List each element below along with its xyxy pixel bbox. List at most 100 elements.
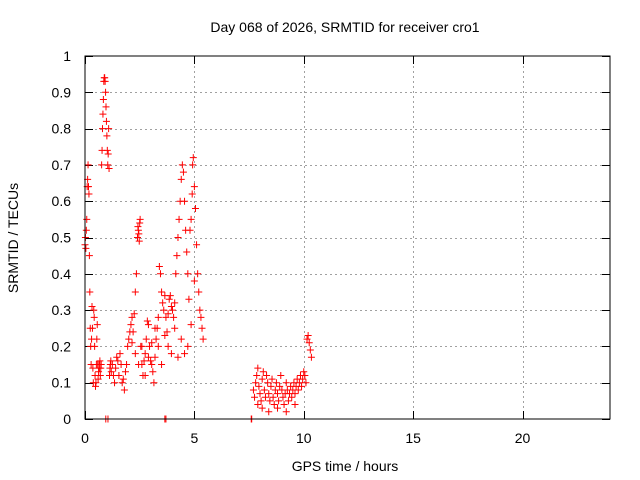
data-point: [113, 353, 121, 361]
chart-title: Day 068 of 2026, SRMTID for receiver cro…: [210, 19, 479, 35]
data-point: [261, 393, 269, 401]
data-point: [173, 252, 181, 260]
data-point: [88, 324, 96, 332]
data-point: [271, 386, 279, 394]
data-point: [136, 215, 144, 223]
data-point: [94, 375, 102, 383]
data-point: [129, 328, 137, 336]
data-point: [163, 328, 171, 336]
data-point: [197, 313, 205, 321]
data-point: [162, 313, 170, 321]
data-point: [255, 382, 263, 390]
data-point: [263, 371, 271, 379]
data-point: [135, 230, 143, 238]
data-point: [147, 357, 155, 365]
data-point: [102, 88, 110, 96]
data-point: [169, 306, 176, 314]
x-tick-label: 15: [405, 430, 421, 446]
data-point: [125, 335, 133, 343]
data-point: [195, 288, 203, 296]
data-point: [112, 364, 120, 372]
data-point: [95, 368, 103, 376]
data-point: [181, 197, 189, 205]
data-point: [151, 353, 159, 361]
data-point: [158, 288, 166, 296]
x-tick-label: 5: [190, 430, 198, 446]
data-point: [274, 404, 281, 412]
data-point: [253, 371, 261, 379]
data-point: [123, 361, 131, 369]
data-point: [118, 379, 126, 387]
data-point: [259, 368, 267, 376]
data-point: [99, 110, 107, 118]
data-point: [166, 292, 174, 300]
data-point: [84, 161, 92, 169]
x-tick-labels: 0 5 10 15 20: [81, 430, 530, 446]
data-point: [102, 103, 110, 111]
data-point: [302, 379, 310, 387]
data-point: [298, 382, 306, 390]
data-point: [154, 342, 162, 350]
data-point: [91, 342, 99, 350]
data-point: [141, 350, 149, 358]
grid-lines: [85, 56, 610, 419]
data-point: [258, 375, 266, 383]
data-point: [306, 346, 314, 354]
data-point: [154, 313, 162, 321]
data-point: [134, 234, 141, 241]
y-tick-label: 0.8: [52, 121, 72, 137]
data-point: [96, 357, 104, 365]
data-point: [277, 371, 285, 379]
data-point: [107, 357, 115, 365]
data-point: [85, 252, 93, 260]
data-point: [131, 288, 139, 296]
data-point: [97, 361, 105, 369]
y-tick-label: 0.3: [52, 302, 72, 318]
data-point: [89, 364, 97, 372]
data-point: [252, 379, 260, 387]
data-point: [198, 324, 206, 332]
data-point: [172, 270, 180, 278]
data-point: [85, 183, 92, 191]
data-point: [105, 165, 113, 173]
data-point: [120, 386, 128, 394]
data-point: [149, 368, 157, 376]
y-tick-label: 1: [63, 48, 71, 64]
data-point: [86, 288, 94, 296]
data-point: [272, 379, 280, 387]
data-point: [258, 404, 266, 412]
data-point: [291, 400, 299, 408]
data-point: [104, 150, 112, 158]
data-point: [196, 306, 204, 314]
data-point: [99, 125, 106, 133]
data-point: [178, 161, 186, 169]
x-axis-title: GPS time / hours: [292, 458, 399, 474]
y-tick-label: 0.2: [52, 338, 72, 354]
data-point: [254, 400, 262, 408]
data-point: [185, 295, 193, 303]
data-point: [160, 306, 168, 314]
data-point: [266, 397, 274, 405]
data-point: [138, 342, 146, 350]
data-point: [284, 397, 292, 405]
data-point: [135, 237, 143, 245]
data-point: [282, 379, 290, 387]
data-point: [104, 161, 112, 169]
data-point: [269, 393, 277, 401]
data-point: [167, 302, 175, 310]
data-point: [307, 353, 315, 361]
data-point: [305, 339, 313, 347]
data-point: [304, 332, 312, 340]
data-point: [167, 350, 175, 358]
data-point: [148, 361, 156, 369]
data-point: [189, 161, 197, 169]
data-point: [249, 386, 257, 394]
data-point: [291, 390, 299, 398]
data-point: [119, 375, 127, 383]
data-point: [300, 368, 308, 376]
data-points: [81, 74, 315, 423]
data-point: [99, 96, 107, 104]
data-point: [142, 335, 150, 343]
data-point: [130, 310, 138, 318]
data-point: [151, 324, 159, 332]
